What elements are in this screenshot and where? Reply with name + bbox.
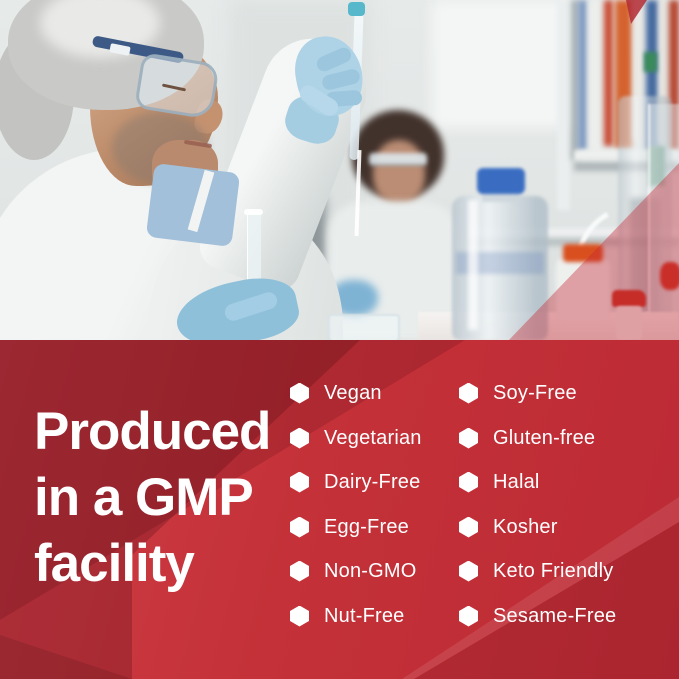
bottle-highlight xyxy=(468,200,478,330)
colleague-face xyxy=(373,140,425,204)
list-item-nut-free: Nut-Free xyxy=(290,605,405,627)
lower-shelf-shadow xyxy=(468,238,679,246)
heading-line-1: Produced xyxy=(34,402,271,461)
hexagon-icon xyxy=(459,382,478,404)
item-label: Keto Friendly xyxy=(493,560,614,582)
hexagon-icon xyxy=(290,605,309,627)
list-item-dairy-free: Dairy-Free xyxy=(290,471,420,493)
heading-line-3: facility xyxy=(34,534,195,593)
binder-red xyxy=(604,0,613,146)
item-label: Kosher xyxy=(493,516,558,538)
panel-heading: Produced in a GMP facility xyxy=(34,399,271,597)
pipette-button xyxy=(348,2,365,16)
list-item-kosher: Kosher xyxy=(459,516,558,538)
reagent-bottle-label xyxy=(456,252,544,274)
hexagon-icon xyxy=(459,560,478,582)
list-item-non-gmo: Non-GMO xyxy=(290,560,417,582)
hexagon-icon xyxy=(290,471,309,493)
bright-wall xyxy=(432,0,580,128)
item-label: Gluten-free xyxy=(493,427,596,449)
item-label: Soy-Free xyxy=(493,382,577,404)
white-jug xyxy=(556,258,610,320)
green-label xyxy=(644,52,657,72)
red-cap-bottle xyxy=(660,262,679,290)
item-label: Vegan xyxy=(324,382,382,404)
colleague-safety-glasses xyxy=(369,153,427,166)
glass-flask xyxy=(648,104,679,340)
list-item-gluten-free: Gluten-free xyxy=(459,427,595,449)
item-label: Egg-Free xyxy=(324,516,409,538)
spray-bottle xyxy=(616,306,642,340)
beaker xyxy=(328,314,400,341)
list-item-egg-free: Egg-Free xyxy=(290,516,409,538)
item-label: Vegetarian xyxy=(324,427,422,449)
test-tube-rim xyxy=(244,209,263,215)
item-label: Dairy-Free xyxy=(324,471,421,493)
wall-pipe xyxy=(557,0,570,210)
binder-white xyxy=(660,0,668,142)
list-item-vegetarian: Vegetarian xyxy=(290,427,422,449)
binder-blue xyxy=(578,0,587,150)
list-item-keto-friendly: Keto Friendly xyxy=(459,560,613,582)
hexagon-icon xyxy=(290,427,309,449)
cabinet-edge xyxy=(571,0,579,160)
binder-white xyxy=(634,0,644,140)
reagent-bottle-cap xyxy=(477,168,525,194)
orange-cap xyxy=(563,244,603,262)
spray-bottle-trigger xyxy=(612,290,646,307)
item-label: Non-GMO xyxy=(324,560,417,582)
lab-photo xyxy=(0,0,679,341)
list-item-vegan: Vegan xyxy=(290,382,382,404)
binder-white xyxy=(589,0,602,152)
blue-shirt xyxy=(145,163,241,247)
list-item-halal: Halal xyxy=(459,471,540,493)
item-label: Halal xyxy=(493,471,540,493)
list-item-soy-free: Soy-Free xyxy=(459,382,577,404)
hexagon-icon xyxy=(290,516,309,538)
hexagon-icon xyxy=(459,427,478,449)
hexagon-icon xyxy=(459,471,478,493)
lower-shelf xyxy=(468,228,679,238)
heading-line-2: in a GMP xyxy=(34,468,254,527)
binder-red xyxy=(669,0,679,150)
list-item-sesame-free: Sesame-Free xyxy=(459,605,616,627)
hexagon-icon xyxy=(290,560,309,582)
item-label: Nut-Free xyxy=(324,605,405,627)
hexagon-icon xyxy=(459,516,478,538)
item-label: Sesame-Free xyxy=(493,605,617,627)
hexagon-icon xyxy=(290,382,309,404)
hexagon-icon xyxy=(459,605,478,627)
